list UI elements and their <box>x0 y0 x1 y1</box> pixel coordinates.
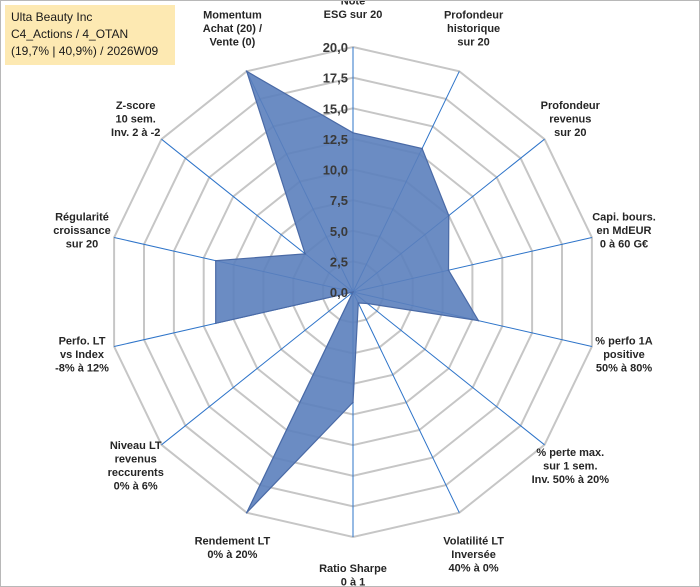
axis-label: reccurents <box>108 467 164 479</box>
axis-spoke <box>352 291 545 446</box>
axis-label: historique <box>447 23 500 35</box>
axis-label: Capi. bours. <box>592 212 656 224</box>
axis-label: sur 20 <box>554 127 586 139</box>
portfolio-code: C4_Actions / 4_OTAN <box>11 27 129 41</box>
title-box: Ulta Beauty Inc C4_Actions / 4_OTAN (19,… <box>5 5 175 65</box>
axis-label: Inv. 50% à 20% <box>532 474 610 486</box>
axis-label: % perfo 1A <box>595 335 653 347</box>
data-point <box>245 511 248 514</box>
tick-label: 15,0 <box>323 101 348 116</box>
tick-label: 5,0 <box>330 224 348 239</box>
radial-ticks: 0,0 2,5 5,0 7,5 10,0 12,5 15,0 17,5 20,0 <box>323 40 348 300</box>
axis-label: Achat (20) / <box>203 23 262 35</box>
axis-label: en MdEUR <box>597 225 652 237</box>
data-point <box>477 319 480 322</box>
axis-label: vs Index <box>60 349 105 361</box>
data-point <box>245 70 248 73</box>
data-point <box>366 302 369 305</box>
axis-label: Vente (0) <box>209 37 255 49</box>
axis-label: 10 sem. <box>116 114 156 126</box>
axis-label: Profondeur <box>444 10 504 22</box>
axis-label: revenus <box>115 454 157 466</box>
tick-label: 2,5 <box>330 254 348 269</box>
data-point <box>421 147 423 150</box>
data-point <box>352 401 354 404</box>
axis-label: Régularité <box>55 212 109 224</box>
radar-series <box>214 70 480 514</box>
tick-label: 17,5 <box>323 71 348 86</box>
axis-label: 0% à 20% <box>207 549 257 561</box>
data-point <box>214 322 217 325</box>
axis-label: sur 1 sem. <box>543 460 597 472</box>
axis-label: Momentum <box>203 10 262 22</box>
axis-label: sur 20 <box>457 37 489 49</box>
axis-label: Niveau LT <box>110 440 162 452</box>
axis-label: Inv. 2 à -2 <box>111 127 160 139</box>
axis-label: revenus <box>549 114 591 126</box>
tick-label: 10,0 <box>323 163 348 178</box>
axis-label: 50% à 80% <box>596 362 652 374</box>
axis-label: ESG sur 20 <box>324 9 383 21</box>
axis-label: 0 à 60 G€ <box>600 239 648 251</box>
axis-label: croissance <box>53 225 110 237</box>
axis-label: 0% à 6% <box>114 481 158 493</box>
data-point <box>214 259 217 262</box>
axis-label: 0 à 1 <box>341 577 365 587</box>
axis-label: sur 20 <box>66 239 98 251</box>
data-point <box>304 253 306 255</box>
tick-label: 7,5 <box>330 193 348 208</box>
company-name: Ulta Beauty Inc <box>11 10 93 24</box>
data-point <box>448 214 450 217</box>
period-info: (19,7% | 40,9%) / 2026W09 <box>11 44 159 58</box>
tick-label: 0,0 <box>330 285 348 300</box>
data-point <box>352 132 354 134</box>
axis-spoke <box>161 291 354 446</box>
axis-label: Perfo. LT <box>59 335 106 347</box>
axis-spoke <box>352 291 460 513</box>
axis-label: Inversée <box>451 549 496 561</box>
axis-label: Volatilité LT <box>443 536 504 548</box>
axis-label: 40% à 0% <box>449 563 499 575</box>
axis-label: -8% à 12% <box>55 362 109 374</box>
tick-label: 12,5 <box>323 132 348 147</box>
axis-label: Note <box>341 1 365 8</box>
tick-label: 20,0 <box>323 40 348 55</box>
axis-label: % perte max. <box>536 447 604 459</box>
axis-label: Rendement LT <box>195 536 271 548</box>
data-point <box>447 269 450 272</box>
data-point <box>357 302 360 304</box>
axis-label: Z-score <box>116 100 156 112</box>
data-point <box>352 291 354 293</box>
axis-label: positive <box>603 349 645 361</box>
axis-label: Ratio Sharpe <box>319 563 387 575</box>
axis-label: Profondeur <box>541 100 601 112</box>
